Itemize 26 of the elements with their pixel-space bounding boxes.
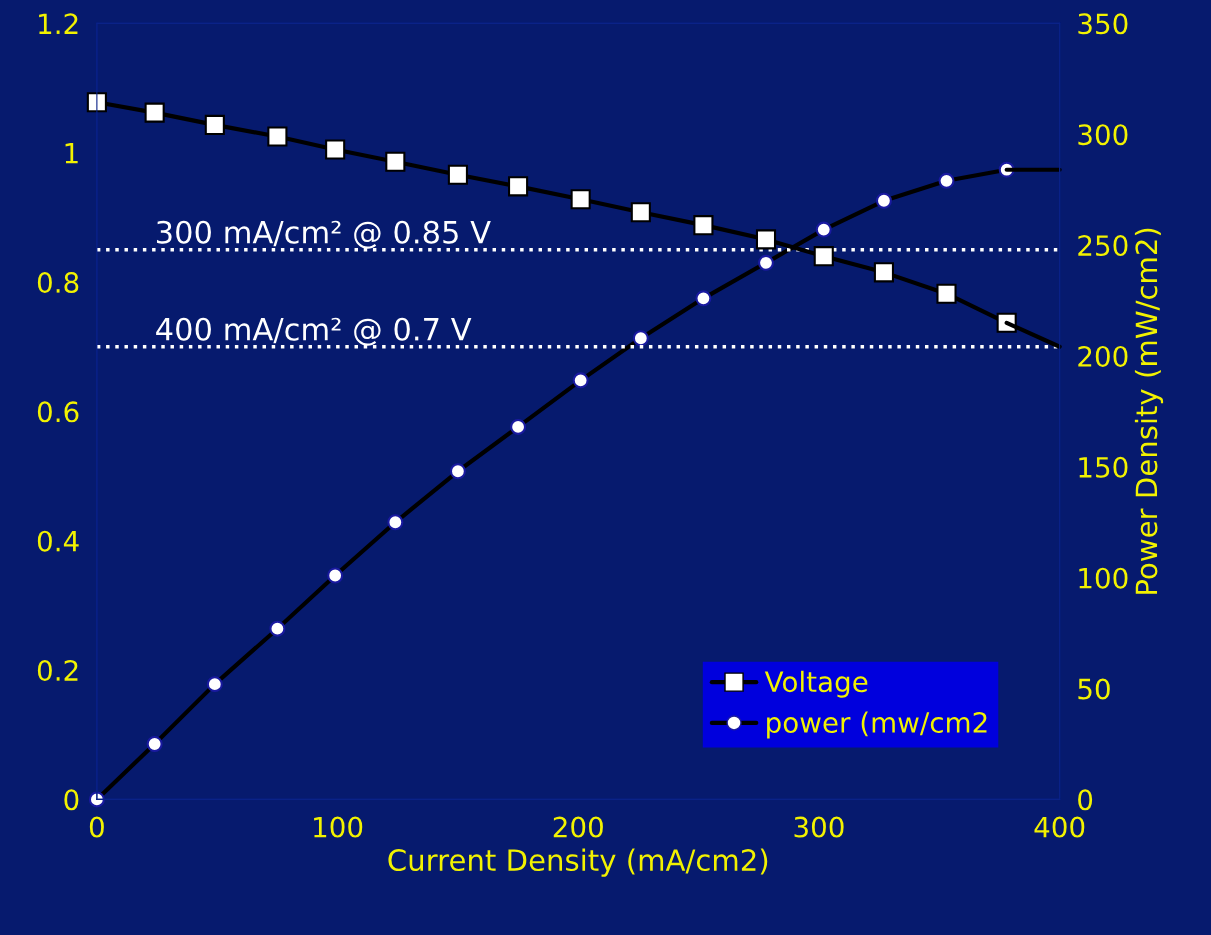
y-tick-label: 1.2 [39, 13, 78, 34]
legend-label: power (mw/cm2 [767, 711, 987, 739]
x-tick-label: 100 [314, 816, 363, 838]
y2-tick-label: 350 [1078, 13, 1128, 35]
y-tick-label: 0.4 [37, 530, 79, 552]
y-tick-label: 0 [64, 789, 79, 811]
y2-tick-label: 150 [1079, 456, 1128, 478]
x-tick-label: 400 [1034, 816, 1085, 838]
legend-label: Voltage [764, 670, 868, 698]
y2-axis-title: Power Density (mW/cm2) [1134, 228, 1164, 594]
y2-tick-label: 300 [1078, 124, 1128, 146]
y2-tick-label: 100 [1079, 567, 1128, 589]
x-tick-label: 200 [553, 816, 603, 838]
y-tick-label: 0.2 [37, 660, 78, 682]
x-axis-title: Current Density (mA/cm2) [388, 848, 768, 877]
y2-tick-label: 250 [1078, 235, 1128, 257]
x-tick-label: 0 [89, 816, 104, 838]
ref-line-label: 400 mA/cm² @ 0.7 V [156, 317, 472, 346]
y2-tick-label: 50 [1078, 678, 1110, 700]
y-tick-label: 0.8 [37, 272, 79, 294]
ref-line-label: 300 mA/cm² @ 0.85 V [156, 220, 491, 249]
y-tick-label: 1 [65, 143, 78, 164]
y-tick-label: 0.6 [37, 401, 79, 423]
x-tick-label: 300 [794, 816, 844, 838]
y2-tick-label: 0 [1078, 789, 1093, 811]
y2-tick-label: 200 [1078, 345, 1128, 367]
